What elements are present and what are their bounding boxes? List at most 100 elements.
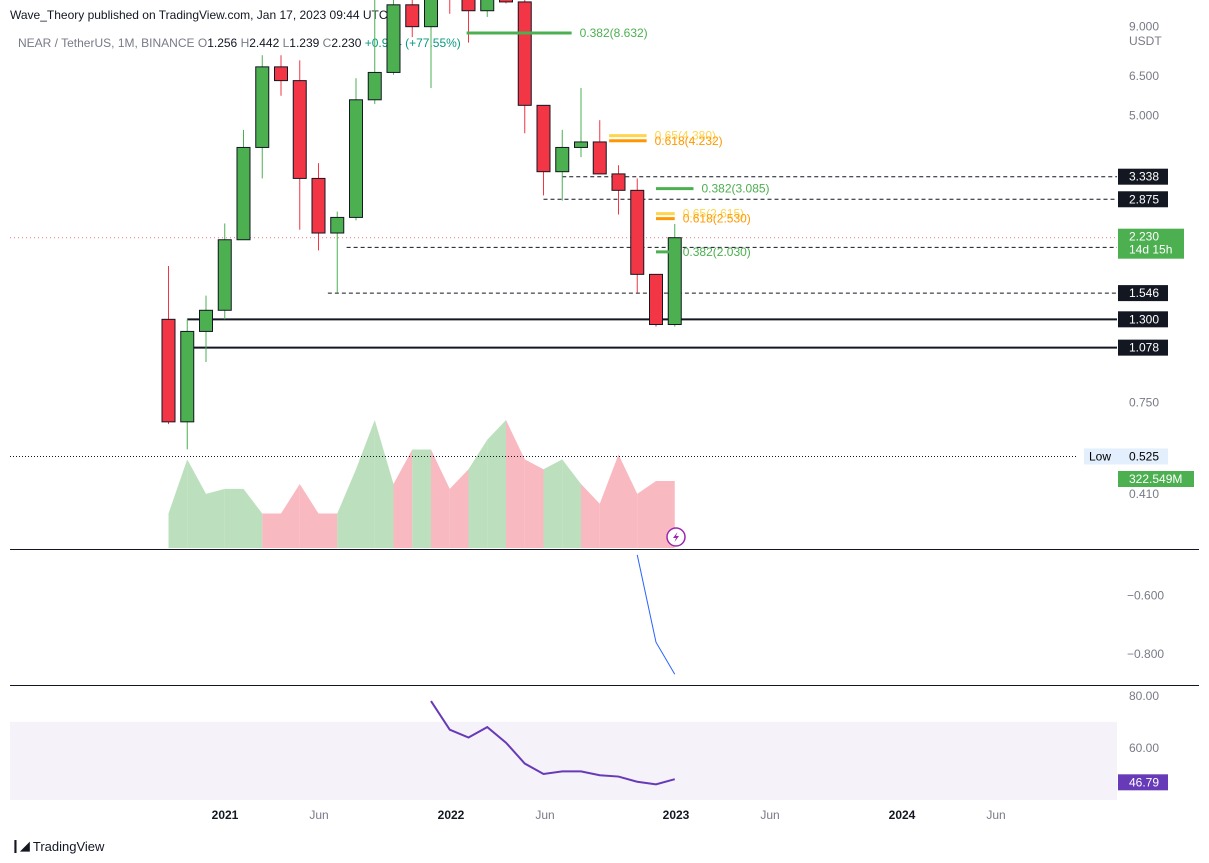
volume-segment (506, 420, 525, 548)
low-value-label: 0.525 (1129, 449, 1159, 463)
candle-body (424, 0, 438, 28)
macd-line (636, 554, 676, 675)
volume-segment (543, 459, 563, 548)
volume-segment (412, 449, 431, 548)
candle-body (555, 146, 570, 173)
candle-body (461, 0, 476, 12)
candle-body (649, 273, 663, 326)
candle-body (217, 239, 232, 311)
rsi-tick: 60.00 (1129, 741, 1159, 755)
high-label: H (240, 36, 250, 50)
time-tick: 2021 (212, 808, 239, 822)
volume-badge (1118, 471, 1194, 487)
candle-body (292, 80, 307, 179)
candle-body (386, 4, 401, 73)
time-tick: Jun (309, 808, 328, 822)
lightning-icon[interactable] (666, 527, 686, 547)
macd-pane: −0.600 −0.800 (636, 554, 1164, 675)
candles (161, 0, 682, 450)
level-tag-label: 1.300 (1129, 312, 1159, 326)
level-tag (1118, 191, 1168, 208)
volume-segment (356, 420, 375, 548)
fib-label: 0.382(2.030) (683, 245, 751, 259)
publish-caption: Wave_Theory published on TradingView.com… (10, 8, 388, 22)
volume-segment (599, 454, 619, 548)
brand-name: TradingView (32, 838, 105, 854)
rsi-last-badge (1118, 774, 1168, 791)
close-value: 2.230 (331, 36, 362, 50)
time-tick: 2022 (438, 808, 465, 822)
volume-segment (318, 513, 338, 548)
symbol-name[interactable]: NEAR / TetherUS, 1M, BINANCE (18, 36, 195, 50)
candle-body (367, 71, 382, 101)
candle-body (517, 1, 532, 106)
open-label: O (197, 36, 208, 50)
last-price-badge (1118, 228, 1184, 259)
volume-segment (562, 459, 581, 548)
rsi-last-label: 46.79 (1129, 775, 1159, 789)
candle-body (536, 104, 551, 173)
volume-area (168, 420, 675, 548)
candle-body (180, 330, 195, 423)
volume-segment (637, 481, 656, 548)
macd-tick: −0.600 (1127, 589, 1164, 603)
volume-segment (468, 439, 488, 548)
low-tag (1084, 448, 1118, 465)
level-tag-label: 3.338 (1129, 170, 1159, 184)
volume-segment (206, 488, 225, 548)
level-tag (1118, 285, 1168, 302)
close-label: C (322, 36, 332, 50)
volume-label: 322.549M (1129, 472, 1182, 486)
time-tick: 2023 (663, 808, 690, 822)
candle-body (480, 0, 495, 12)
volume-segment (243, 488, 263, 548)
level-tag (1118, 311, 1168, 328)
volume-segment (337, 469, 356, 548)
low-tag-label: Low (1089, 449, 1111, 463)
candle-body (592, 141, 607, 175)
price-tick: 6.500 (1129, 69, 1159, 83)
time-tick: 2024 (889, 808, 916, 822)
candle-body (611, 173, 626, 191)
level-tag-label: 1.546 (1129, 286, 1159, 300)
volume-segment (224, 488, 244, 548)
volume-segment (524, 459, 544, 548)
volume-segment (187, 459, 206, 548)
rsi-band (10, 721, 1117, 800)
rsi-tick: 80.00 (1129, 689, 1159, 703)
level-tag (1118, 339, 1168, 356)
level-tag-label: 2.875 (1129, 192, 1159, 206)
time-tick: Jun (760, 808, 779, 822)
candle-body (199, 309, 213, 332)
level-tag-label: 1.078 (1129, 341, 1159, 355)
fib-label: 0.618(4.232) (655, 134, 723, 148)
price-tick: 0.750 (1129, 396, 1159, 410)
fib-label: 0.618(2.530) (683, 212, 751, 226)
candle-body (405, 4, 420, 28)
level-tag (1118, 168, 1168, 185)
volume-segment (262, 513, 281, 548)
time-tick: Jun (986, 808, 1005, 822)
fib-label: 0.65(4.380) (655, 129, 716, 143)
candle-body (574, 141, 588, 148)
price-tick: 9.000 (1129, 20, 1159, 34)
volume-segment (374, 420, 394, 548)
high-value: 2.442 (249, 36, 280, 50)
volume-segment (431, 449, 450, 548)
countdown-label: 14d 15h (1129, 243, 1172, 257)
fib-label: 0.382(8.632) (580, 26, 648, 40)
brand-footer[interactable]: ❙◢ TradingView (10, 838, 104, 854)
candle-body (499, 0, 513, 3)
candle-body (349, 99, 363, 218)
candle-body (311, 177, 326, 234)
price-axis: USDT24.00018.00012.0009.0006.5005.0000.7… (1084, 20, 1194, 501)
volume-segment (618, 454, 638, 548)
volume-segment (487, 420, 506, 548)
candle-body (274, 66, 288, 82)
candle-body (255, 66, 270, 148)
open-value: 1.256 (207, 36, 238, 50)
fib-label: 0.65(2.615) (683, 207, 744, 221)
volume-segment (393, 449, 413, 548)
price-tick: 0.410 (1129, 487, 1159, 501)
